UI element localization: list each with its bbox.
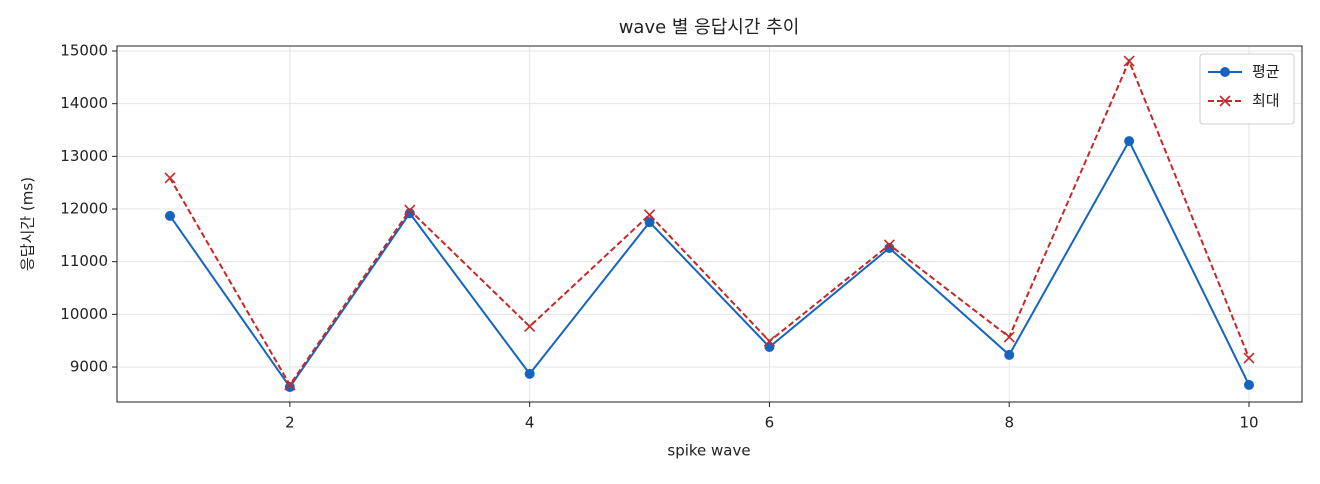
data-point [644, 217, 655, 228]
data-point [1124, 136, 1135, 147]
legend-box [1199, 53, 1295, 125]
y-tick-label: 11000 [60, 252, 108, 270]
data-point [284, 382, 295, 393]
data-point [404, 208, 415, 219]
data-point [1123, 55, 1135, 67]
x-tick-label: 10 [1239, 414, 1258, 432]
y-tick-label: 9000 [70, 358, 108, 376]
y-tick-label: 14000 [60, 94, 108, 112]
x-tick-label: 2 [285, 414, 295, 432]
legend-label: 평균 [1252, 63, 1280, 81]
series-line [169, 58, 1250, 387]
data-point [883, 239, 895, 251]
x-tick-label: 8 [1004, 414, 1014, 432]
legend-marker [1220, 67, 1230, 77]
data-point [763, 335, 776, 347]
data-point [1243, 352, 1255, 364]
plot-frame [116, 45, 1303, 403]
data-point [404, 204, 416, 216]
data-point [643, 209, 656, 221]
data-point [1244, 379, 1255, 390]
data-point [1004, 349, 1015, 360]
y-axis-label: 응답시간 (ms) [19, 177, 37, 271]
y-tick-label: 10000 [60, 305, 108, 323]
data-point [164, 210, 175, 221]
legend-marker [1219, 95, 1231, 107]
data-point [764, 342, 775, 353]
data-point [164, 172, 176, 184]
y-tick-label: 12000 [60, 200, 108, 218]
chart-title: wave 별 응답시간 추이 [619, 17, 800, 38]
data-point [884, 242, 895, 253]
legend-label: 최대 [1252, 92, 1280, 110]
data-point [524, 368, 535, 379]
x-tick-label: 6 [765, 414, 775, 432]
x-axis-label: spike wave [667, 442, 750, 460]
series-line [169, 138, 1250, 389]
y-tick-label: 13000 [60, 147, 108, 165]
data-point [524, 320, 536, 333]
data-point [1003, 331, 1015, 343]
data-point [284, 379, 296, 391]
x-tick-label: 4 [525, 414, 535, 432]
y-tick-label: 15000 [60, 42, 108, 60]
